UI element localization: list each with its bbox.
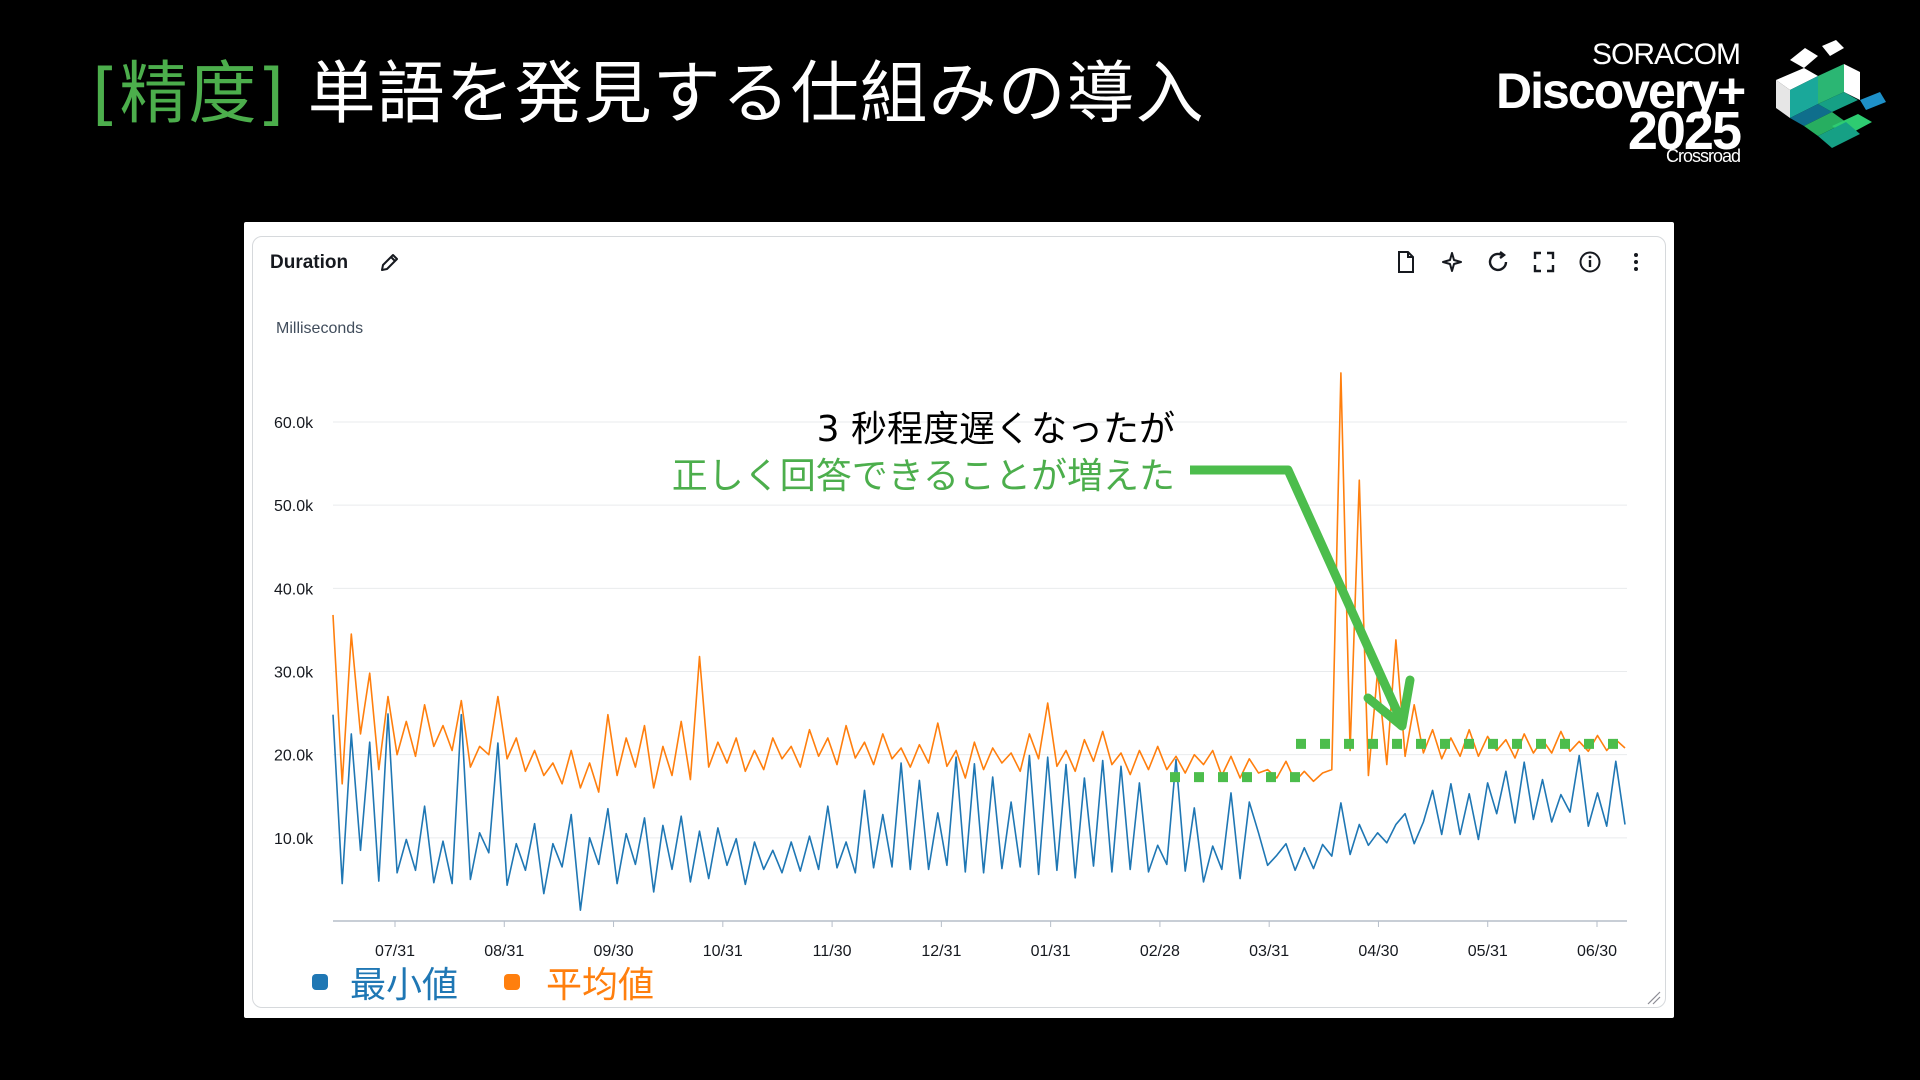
- brand-mid-text: Discovery+: [1496, 63, 1746, 119]
- y-axis-label: Milliseconds: [276, 320, 363, 337]
- document-icon[interactable]: [1392, 248, 1420, 276]
- y-tick-label: 10.0k: [274, 831, 314, 848]
- brand-top-text: SORACOM: [1591, 38, 1741, 71]
- x-tick-layer: 07/31 08/31 09/30 10/31 11/30 12/31 01/31 02/28…: [375, 921, 1617, 960]
- annotation-arrow: [1190, 465, 1405, 720]
- arrow-head-icon: [1363, 675, 1415, 731]
- x-tick-label: 06/30: [1577, 943, 1617, 960]
- x-tick-label: 03/31: [1249, 943, 1289, 960]
- annotation-line1: 3 秒程度遅くなったが: [817, 409, 1175, 450]
- x-tick-label: 02/28: [1140, 943, 1180, 960]
- edit-icon[interactable]: [378, 252, 400, 274]
- y-tick-label: 20.0k: [274, 748, 314, 765]
- x-tick-label: 01/31: [1031, 943, 1071, 960]
- y-tick-label: 60.0k: [274, 415, 314, 432]
- legend-swatch: [504, 974, 520, 990]
- sparkle-icon[interactable]: [1438, 248, 1466, 276]
- y-tick-label: 30.0k: [274, 665, 314, 682]
- y-tick-label: 50.0k: [274, 498, 314, 515]
- series-line: [332, 372, 1626, 793]
- x-tick-label: 07/31: [375, 943, 415, 960]
- x-tick-label: 05/31: [1468, 943, 1508, 960]
- brand-logo: SORACOM Discovery+ 2025 Crossroad: [1496, 38, 1896, 168]
- x-tick-label: 04/30: [1358, 943, 1398, 960]
- y-tick-layer: 10.0k 20.0k 30.0k 40.0k 50.0k 60.0k: [274, 415, 314, 848]
- brand-mark-icon: [1776, 40, 1886, 148]
- chart-legend: 最小値 平均値: [312, 965, 654, 1006]
- legend-label: 最小値: [350, 965, 458, 1006]
- info-icon[interactable]: [1576, 248, 1604, 276]
- legend-label: 平均値: [546, 965, 654, 1006]
- panel-toolbar: [1392, 248, 1650, 276]
- series-layer: [332, 372, 1626, 912]
- brand-sub-text: Crossroad: [1665, 146, 1741, 166]
- x-tick-label: 11/30: [813, 943, 852, 960]
- brand-year-text: 2025: [1627, 101, 1742, 161]
- chart-panel: Duration: [244, 222, 1674, 1018]
- more-icon[interactable]: [1622, 248, 1650, 276]
- slide-title-tag: [精度]: [92, 55, 286, 134]
- refresh-icon[interactable]: [1484, 248, 1512, 276]
- grid-layer: [333, 421, 1627, 922]
- y-tick-label: 40.0k: [274, 581, 314, 598]
- resize-handle-icon[interactable]: [1646, 990, 1662, 1006]
- x-tick-label: 09/30: [594, 943, 634, 960]
- series-line: [332, 713, 1626, 912]
- slide-title: [精度] 単語を発見する仕組みの導入: [92, 55, 1205, 134]
- legend-swatch: [312, 974, 328, 990]
- x-tick-label: 10/31: [703, 943, 743, 960]
- chart-panel-frame: [252, 236, 1666, 1008]
- x-tick-label: 12/31: [921, 943, 961, 960]
- fullscreen-icon[interactable]: [1530, 248, 1558, 276]
- panel-title: Duration: [270, 252, 349, 273]
- x-tick-label: 08/31: [484, 943, 524, 960]
- slide-title-main: 単語を発見する仕組みの導入: [285, 55, 1205, 134]
- annotation-line2: 正しく回答できることが増えた: [672, 456, 1175, 497]
